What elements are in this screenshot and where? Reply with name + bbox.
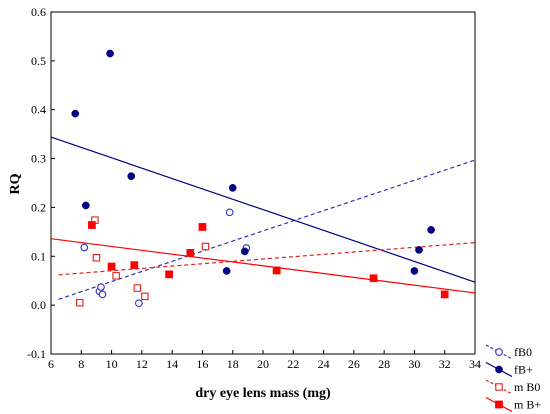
y-tick-label: -0.1 bbox=[27, 347, 46, 361]
legend-label: fB+ bbox=[514, 363, 533, 377]
data-point bbox=[369, 274, 378, 283]
data-point bbox=[133, 284, 142, 292]
data-point bbox=[228, 184, 237, 192]
data-point bbox=[440, 290, 449, 299]
data-point bbox=[107, 262, 116, 271]
data-point bbox=[106, 49, 114, 58]
data-point bbox=[165, 270, 173, 279]
x-tick-label: 14 bbox=[166, 357, 178, 371]
legend-label: m B+ bbox=[514, 398, 541, 412]
x-tick-label: 18 bbox=[227, 357, 239, 371]
fit-line-mbplus bbox=[50, 238, 476, 294]
fit-line-fb0 bbox=[58, 159, 476, 300]
legend-marker bbox=[495, 348, 503, 356]
data-point bbox=[92, 254, 101, 262]
fit-line-fbplus bbox=[50, 136, 476, 283]
legend-marker bbox=[495, 400, 503, 409]
x-tick-label: 34 bbox=[469, 357, 481, 371]
data-point bbox=[201, 242, 210, 251]
x-tick-label: 32 bbox=[439, 357, 451, 371]
legend: fB0 fB+ m B0 m B+ bbox=[485, 344, 541, 413]
x-tick-label: 28 bbox=[378, 357, 390, 371]
data-point bbox=[141, 292, 149, 301]
data-point bbox=[97, 283, 105, 291]
data-point bbox=[134, 299, 143, 308]
y-tick-label: 0.2 bbox=[31, 200, 46, 214]
data-point bbox=[71, 109, 80, 118]
legend-marker bbox=[495, 365, 503, 374]
data-point bbox=[186, 249, 195, 257]
data-point bbox=[240, 247, 249, 256]
data-point bbox=[198, 223, 207, 231]
data-point bbox=[80, 243, 89, 252]
y-tick-label: 0.4 bbox=[31, 103, 46, 117]
y-tick-label: 0.1 bbox=[31, 249, 46, 263]
data-point bbox=[112, 272, 120, 280]
x-tick-label: 12 bbox=[136, 357, 148, 371]
data-point bbox=[81, 201, 90, 210]
y-axis-title: RQ bbox=[8, 173, 23, 194]
x-tick-label: 24 bbox=[318, 357, 330, 371]
y-axis-ticks: -0.1 0.0 0.1 0.2 0.3 0.4 0.5 0.6 bbox=[27, 5, 55, 361]
y-tick-label: 0.3 bbox=[31, 152, 46, 166]
data-point bbox=[222, 267, 231, 275]
x-tick-label: 6 bbox=[48, 357, 54, 371]
data-point bbox=[410, 267, 419, 275]
x-tick-label: 22 bbox=[287, 357, 299, 371]
legend-marker bbox=[495, 383, 503, 391]
data-point bbox=[76, 298, 84, 307]
data-point bbox=[272, 266, 281, 275]
x-tick-label: 8 bbox=[78, 357, 84, 371]
data-point bbox=[130, 261, 139, 269]
legend-label: m B0 bbox=[514, 380, 540, 394]
data-point bbox=[427, 226, 435, 234]
y-tick-label: 0.0 bbox=[31, 298, 46, 312]
legend-label: fB0 bbox=[514, 345, 532, 359]
plot-frame bbox=[50, 11, 476, 355]
y-tick-label: 0.6 bbox=[31, 5, 46, 19]
x-tick-label: 26 bbox=[348, 357, 360, 371]
data-point bbox=[127, 172, 136, 181]
x-axis-ticks: 6 8 10 12 14 16 18 20 22 24 26 28 30 32 34 bbox=[48, 350, 481, 371]
x-axis-title: dry eye lens mass (mg) bbox=[195, 386, 331, 401]
data-point bbox=[88, 221, 96, 229]
x-tick-label: 20 bbox=[257, 357, 269, 371]
data-point bbox=[415, 246, 423, 254]
fit-lines bbox=[50, 136, 476, 300]
x-tick-label: 16 bbox=[196, 357, 208, 371]
x-tick-label: 30 bbox=[408, 357, 420, 371]
y-tick-label: 0.5 bbox=[31, 54, 46, 68]
data-point bbox=[98, 290, 107, 299]
x-tick-label: 10 bbox=[106, 357, 118, 371]
data-point bbox=[225, 208, 234, 217]
data-points bbox=[71, 49, 449, 308]
